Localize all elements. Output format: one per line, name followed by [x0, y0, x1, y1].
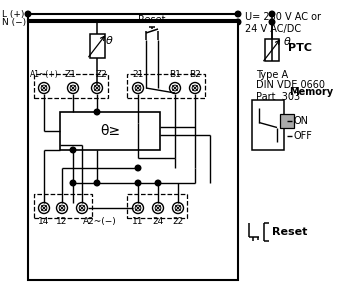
- Text: N (−): N (−): [2, 18, 26, 27]
- Circle shape: [135, 165, 141, 171]
- Circle shape: [235, 11, 241, 17]
- Circle shape: [70, 147, 76, 153]
- Text: 11: 11: [132, 217, 144, 226]
- Bar: [127, 74, 205, 98]
- Circle shape: [135, 180, 141, 186]
- Text: Reset: Reset: [272, 227, 307, 237]
- Text: 22: 22: [172, 217, 184, 226]
- Text: 24: 24: [152, 217, 164, 226]
- Text: 21: 21: [132, 70, 144, 79]
- Text: U= 230 V AC or
24 V AC/DC: U= 230 V AC or 24 V AC/DC: [245, 12, 321, 34]
- Text: L (+): L (+): [2, 10, 25, 18]
- Text: Memory: Memory: [289, 87, 333, 97]
- Bar: [34, 74, 108, 98]
- Text: DIN VDE 0660: DIN VDE 0660: [256, 80, 325, 90]
- Text: θ≥: θ≥: [100, 124, 120, 138]
- Circle shape: [269, 11, 275, 17]
- Text: 14: 14: [38, 217, 50, 226]
- Bar: [90, 34, 105, 58]
- Text: θ: θ: [106, 36, 113, 46]
- Text: A2~(−): A2~(−): [83, 217, 117, 226]
- Text: A1~(+): A1~(+): [30, 70, 58, 79]
- Circle shape: [269, 19, 275, 25]
- Circle shape: [25, 11, 31, 17]
- Text: ON: ON: [294, 116, 309, 125]
- Circle shape: [155, 180, 161, 186]
- Text: Z2: Z2: [95, 70, 107, 79]
- Text: Part  303: Part 303: [256, 92, 300, 102]
- Bar: [28, 20, 238, 280]
- Text: Reset: Reset: [138, 15, 166, 25]
- Bar: [127, 194, 187, 218]
- Bar: [265, 39, 279, 61]
- Bar: [34, 194, 92, 218]
- Bar: [280, 114, 294, 128]
- Text: Type A: Type A: [256, 70, 288, 80]
- Text: 12: 12: [56, 217, 68, 226]
- Circle shape: [94, 180, 100, 186]
- Circle shape: [70, 180, 76, 186]
- Text: OFF: OFF: [294, 131, 313, 141]
- Circle shape: [94, 109, 100, 115]
- Text: θ: θ: [284, 37, 291, 47]
- Text: Z1: Z1: [65, 70, 77, 79]
- Bar: [60, 112, 160, 150]
- Bar: [252, 100, 284, 150]
- Text: B1: B1: [169, 70, 181, 79]
- Circle shape: [235, 19, 241, 25]
- Text: PTC: PTC: [288, 43, 312, 53]
- Text: B2: B2: [189, 70, 201, 79]
